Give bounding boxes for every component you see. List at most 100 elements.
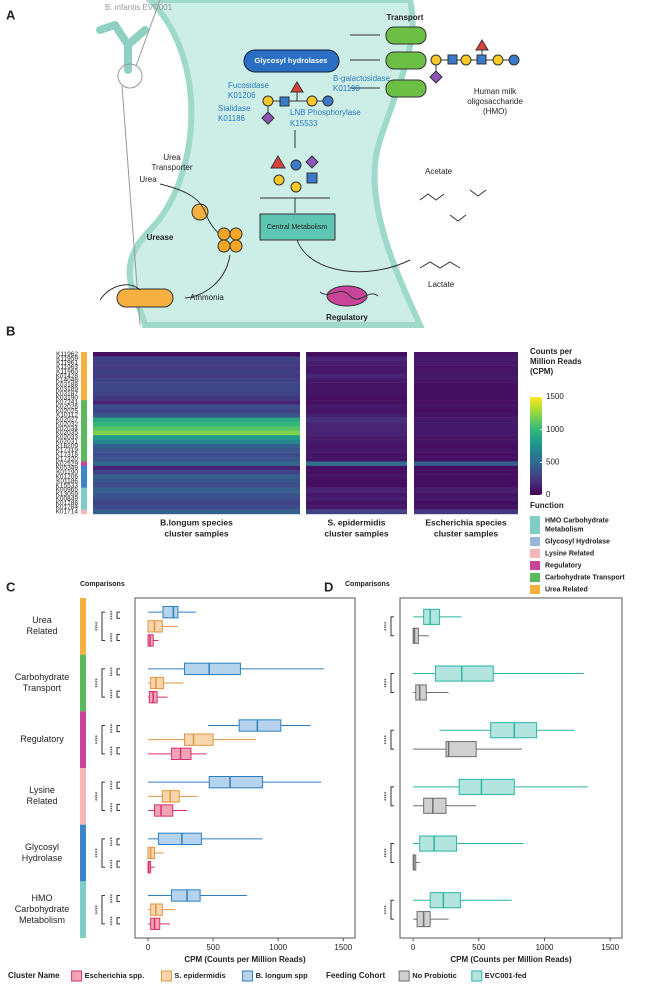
x-tick-label: 1500 (601, 943, 619, 952)
comparison-label: **** (111, 837, 117, 847)
legend-label: Escherichia spp. (85, 971, 145, 980)
heatmap-cell (93, 500, 300, 506)
legend-swatch (471, 970, 483, 982)
box (154, 804, 174, 817)
row-label: K10112 (56, 412, 78, 419)
row-function-color (81, 470, 87, 475)
comparison-bracket (101, 725, 105, 755)
row-function-color (81, 422, 87, 427)
heatmap-cell (306, 435, 407, 440)
category-label: Related (26, 796, 57, 806)
comparison-label: **** (385, 621, 391, 631)
heatmap-cell (414, 360, 518, 366)
transporter (385, 51, 427, 70)
heatmap-cell (93, 474, 300, 480)
box (208, 776, 264, 789)
arrow (99, 284, 141, 301)
heatmap-cell (306, 496, 407, 502)
arrow (296, 239, 411, 273)
heatmap-cell (93, 356, 300, 361)
comparison-label: **** (111, 632, 117, 642)
lactate: Lactate (428, 280, 455, 289)
heatmap-cell (93, 435, 300, 440)
function-label: HMO Carbohydrate (545, 517, 609, 524)
comparison-label: **** (385, 678, 391, 688)
panel-label: B (6, 323, 15, 338)
heatmap-cell (306, 382, 407, 388)
hmo-glycan (429, 39, 520, 84)
category-color (80, 824, 86, 882)
category-label: HMO (32, 893, 53, 903)
row-function-color (81, 352, 87, 357)
comparison-bracket (116, 895, 120, 903)
row-label: K01714 (56, 509, 79, 516)
heatmap-cell (306, 470, 407, 475)
row-function-color (81, 408, 87, 414)
comparison-label: **** (111, 859, 117, 869)
heatmap-cell (93, 391, 300, 396)
hmo-label: (HMO) (483, 107, 507, 116)
glycosyl-hydrolases-box (243, 49, 340, 73)
heatmap-cell (414, 478, 518, 484)
function-label: Metabolism (545, 526, 584, 533)
enzyme: B-galactosidase (333, 74, 390, 83)
regulatory: Regulatory (326, 313, 368, 322)
legend-swatch (71, 970, 83, 982)
x-tick-label: 1000 (269, 943, 287, 952)
monosaccharides (270, 155, 319, 193)
heatmap-cell (414, 509, 518, 515)
heatmap-cell (306, 422, 407, 427)
panel-label: D (324, 579, 333, 594)
comparison-bracket (116, 860, 120, 868)
arrow (184, 254, 231, 299)
heatmap-cell (306, 452, 407, 458)
zoom-circle (117, 63, 143, 89)
row-label: K02032 (56, 421, 79, 428)
row-label: K15533 (56, 482, 79, 489)
cluster-label: cluster samples (434, 528, 499, 538)
arrow (159, 183, 226, 241)
heatmap-cell (306, 478, 407, 484)
comparison-label: **** (385, 904, 391, 914)
row-function-color (81, 478, 87, 484)
heatmap-cell (93, 360, 300, 366)
comparison-label: **** (96, 848, 102, 858)
heatmap-cell (306, 439, 407, 445)
enzyme: Sialidase (218, 104, 251, 113)
row-label: K01186 (56, 478, 78, 485)
row-label: K03189 (56, 386, 79, 393)
box (162, 606, 179, 619)
heatmap-cell (414, 365, 518, 370)
heatmap-cell (306, 505, 407, 510)
function-label: Urea Related (545, 586, 588, 593)
row-label: K02027 (56, 417, 79, 424)
colorbar-title: (CPM) (530, 367, 553, 376)
legend-label: B. longum spp (256, 971, 308, 980)
comparison-label: **** (111, 780, 117, 790)
row-label: K11960 (56, 368, 78, 375)
box (183, 662, 241, 676)
x-axis-title: CPM (Counts per Million Reads) (450, 955, 572, 964)
box (412, 627, 419, 644)
comparison-bracket (116, 803, 120, 811)
row-function-color (81, 378, 87, 383)
comparison-bracket (116, 690, 120, 698)
heatmap-cell (414, 500, 518, 506)
enzyme: Fucosidase (228, 81, 269, 90)
category-label: Hydrolase (22, 853, 63, 863)
heatmap-cell (93, 387, 300, 392)
row-function-color (81, 500, 87, 506)
row-label: K11961 (56, 360, 78, 367)
box (415, 684, 427, 701)
function-swatch (530, 549, 540, 558)
legend-label: No Probiotic (412, 971, 457, 980)
heatmap-cell (414, 487, 518, 493)
heatmap-cell (93, 382, 300, 388)
comparison-bracket (101, 895, 105, 925)
heatmap-cell (93, 443, 300, 449)
row-function-color (81, 417, 87, 423)
function-label: Carbohydrate Transport (545, 574, 625, 581)
panel-label: A (6, 7, 16, 22)
comparison-label: **** (111, 745, 117, 755)
